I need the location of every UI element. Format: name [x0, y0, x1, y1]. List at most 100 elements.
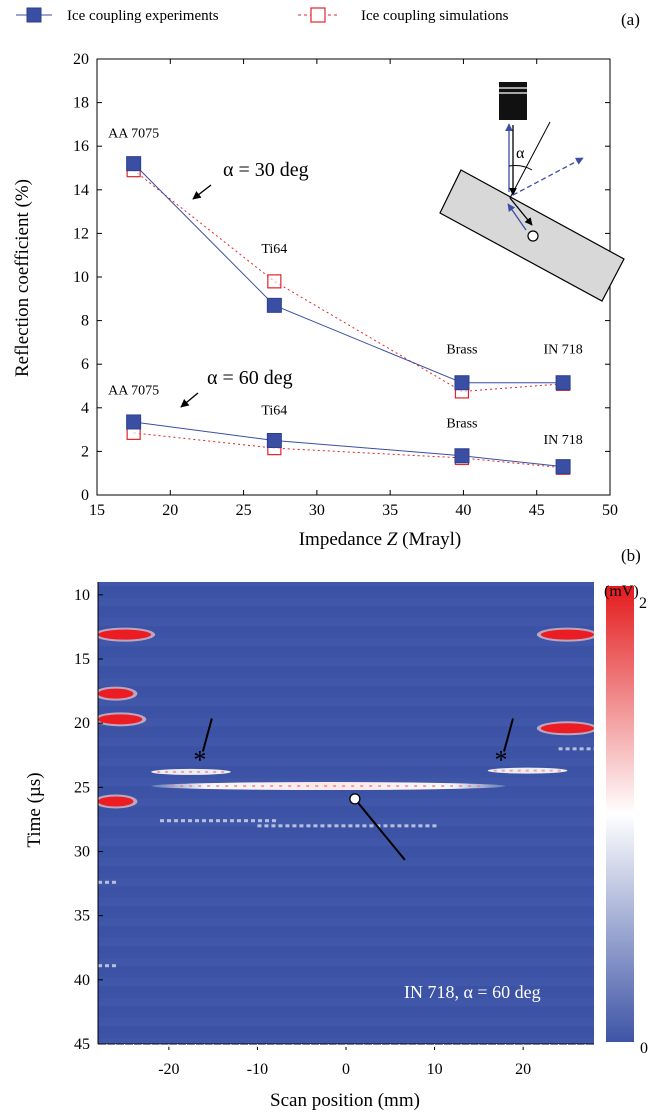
echo-main-dot [351, 785, 355, 788]
texture-band [98, 930, 594, 934]
texture-band [98, 610, 594, 614]
colorbar-max-label: 2 [639, 595, 647, 612]
echo-side-dot [205, 770, 209, 773]
x-axis-label-symbol: Z [387, 529, 398, 550]
texture-band [98, 846, 594, 850]
x-tick-label-a: 15 [89, 502, 105, 519]
echo-faint [397, 824, 402, 828]
texture-band [98, 654, 594, 658]
echo-side-dot [541, 769, 545, 772]
echo-faint [565, 747, 570, 751]
legend: Ice coupling experiments Ice coupling si… [16, 7, 509, 24]
echo-main-dot [324, 785, 328, 788]
angle-arc [508, 165, 533, 171]
echo-main-dot [450, 785, 454, 788]
echo-side-dot [221, 770, 225, 773]
x-tick-label-a: 40 [455, 502, 471, 519]
point-experiment [266, 433, 282, 448]
material-label: Ti64 [261, 242, 287, 257]
echo-faint [404, 824, 409, 828]
echo-faint [418, 824, 423, 828]
echo-faint [209, 819, 213, 823]
texture-band [98, 882, 594, 886]
texture-band [98, 902, 594, 906]
texture-band [98, 894, 594, 898]
annotation-alpha-30: α = 30 deg [223, 159, 309, 181]
texture-band [98, 878, 594, 882]
echo-faint [257, 824, 262, 828]
x-tick-label-b: 0 [342, 1061, 350, 1078]
heatmap-texture [98, 582, 594, 1044]
heatmap-echoes [98, 627, 594, 968]
x-tick-label-a: 20 [162, 502, 178, 519]
colorbar-unit: (mV) [604, 583, 639, 600]
texture-band [98, 626, 594, 630]
texture-band [98, 750, 594, 754]
echo-faint [202, 819, 206, 823]
echo-faint [112, 964, 116, 968]
material-label: Brass [446, 416, 477, 431]
texture-band [98, 946, 594, 950]
echo-faint [383, 824, 388, 828]
echo-faint [98, 880, 102, 884]
echo-faint [376, 824, 381, 828]
legend-marker-simulations [310, 7, 326, 23]
echo-main-dot [198, 785, 202, 788]
refracted-beam [512, 157, 584, 196]
echo-side-dot [517, 769, 521, 772]
series-group-a [126, 156, 571, 475]
texture-band [98, 1026, 594, 1030]
echo-faint [271, 824, 276, 828]
texture-band [98, 778, 594, 782]
echo-main-dot [405, 785, 409, 788]
echo-faint [348, 824, 353, 828]
echo-main-dot [207, 785, 211, 788]
x-tick-label-b: -10 [247, 1061, 268, 1078]
echo-main-dot [315, 785, 319, 788]
internal-beam-blue [507, 203, 527, 231]
texture-band [98, 834, 594, 838]
echo-faint [306, 824, 311, 828]
texture-band [98, 586, 594, 590]
texture-band [98, 582, 594, 586]
x-tick-label-a: 35 [382, 502, 398, 519]
point-experiment [454, 448, 470, 464]
texture-band [98, 774, 594, 778]
texture-band [98, 990, 594, 994]
texture-band [98, 1022, 594, 1026]
echo-side-dot [173, 770, 177, 773]
texture-band [98, 754, 594, 758]
texture-band [98, 678, 594, 682]
texture-band [98, 1018, 594, 1022]
echo-main-dot [243, 785, 247, 788]
echo-main-dot [378, 785, 382, 788]
echo-faint [272, 819, 276, 823]
y-tick-label-b: 15 [74, 651, 90, 668]
texture-band [98, 738, 594, 742]
echo-faint [251, 819, 255, 823]
echo-side-dot [557, 769, 561, 772]
texture-band [98, 1034, 594, 1038]
echo-main-dot [468, 785, 472, 788]
material-label: Brass [446, 342, 477, 357]
series-line-experiment-30 [133, 163, 564, 384]
y-tick-label-a: 0 [81, 487, 89, 504]
legend-label-experiments: Ice coupling experiments [67, 8, 219, 24]
echo-side-dot [189, 770, 193, 773]
texture-band [98, 858, 594, 862]
texture-band [98, 974, 594, 978]
texture-band [98, 658, 594, 662]
x-tick-label-a: 25 [236, 502, 252, 519]
texture-band [98, 682, 594, 686]
echo-main-dot [477, 785, 481, 788]
texture-band [98, 1010, 594, 1014]
texture-band [98, 910, 594, 914]
arrow-alpha-30 [192, 184, 212, 200]
line-chart-panel: 15 20 25 30 35 40 45 50 0 2 4 6 8 10 12 14 16 18 20 AA 707… [12, 51, 625, 550]
y-axis-label-a: Reflection coefficient (%) [12, 179, 33, 377]
y-tick-label-b: 20 [74, 715, 90, 732]
point-labels-a: AA 7075 Ti64 Brass IN 718 AA 7075 Ti64 Brass IN… [108, 126, 583, 447]
y-tick-label-b: 40 [74, 972, 90, 989]
texture-band [98, 886, 594, 890]
